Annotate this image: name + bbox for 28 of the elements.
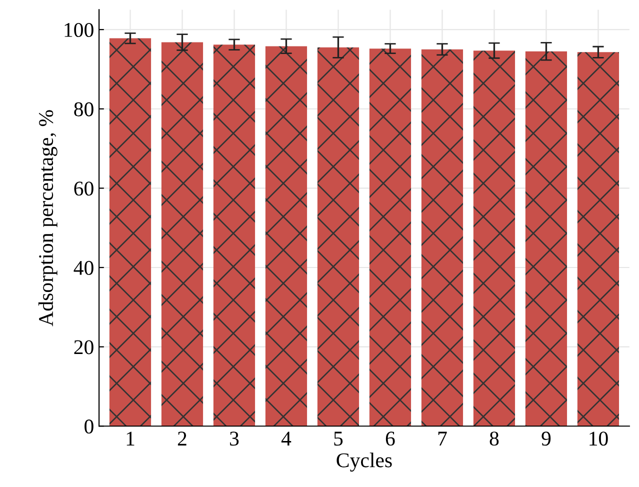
bar xyxy=(473,50,516,426)
x-tick-label: 8 xyxy=(490,432,499,446)
x-tick-label: 1 xyxy=(126,432,134,446)
x-tick-label: 3 xyxy=(230,432,239,446)
x-tick-label: 4 xyxy=(281,432,292,446)
x-tick-label: 6 xyxy=(386,432,395,446)
x-tick-label: 9 xyxy=(542,432,551,446)
y-tick-label: 60 xyxy=(74,182,94,196)
y-axis-title: Adsorption percentage, % xyxy=(38,110,58,326)
y-tick-label: 40 xyxy=(74,260,94,275)
y-tick-label: 20 xyxy=(74,340,94,354)
bar xyxy=(421,49,464,426)
bar xyxy=(369,48,412,426)
x-tick-label: 2 xyxy=(178,432,186,446)
bar xyxy=(109,38,152,426)
y-tick-label: 0 xyxy=(84,420,94,434)
bar xyxy=(317,47,360,426)
x-tick-label: 10 xyxy=(590,432,608,446)
bar xyxy=(213,44,256,426)
y-tick-label: 100 xyxy=(64,22,94,37)
x-axis-title: Cycles xyxy=(336,452,392,472)
y-tick-label: 80 xyxy=(74,102,94,116)
x-tick-label: 7 xyxy=(438,432,447,446)
bar xyxy=(525,51,568,426)
x-tick-label: 5 xyxy=(334,432,343,446)
bar xyxy=(161,42,204,426)
bar xyxy=(577,52,620,426)
bar xyxy=(265,46,308,426)
